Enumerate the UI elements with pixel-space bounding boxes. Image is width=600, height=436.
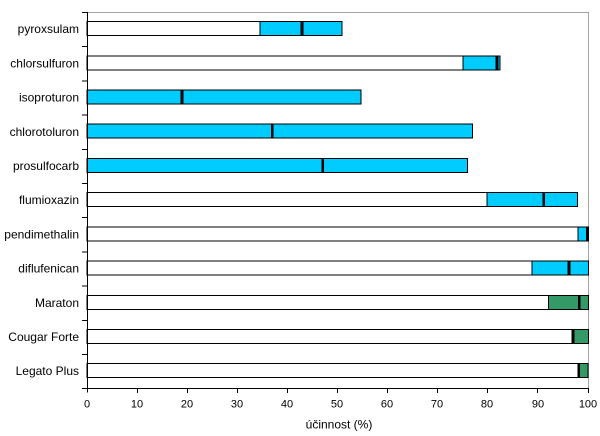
svg-text:účinnost (%): účinnost (%) xyxy=(306,418,373,432)
svg-text:pendimethalin: pendimethalin xyxy=(4,227,79,241)
svg-text:Legato Plus: Legato Plus xyxy=(16,364,79,378)
svg-text:70: 70 xyxy=(431,399,443,411)
svg-text:isoproturon: isoproturon xyxy=(19,91,79,105)
svg-text:100: 100 xyxy=(579,399,597,411)
svg-text:diflufenican: diflufenican xyxy=(18,262,79,276)
svg-text:Maraton: Maraton xyxy=(35,296,79,310)
svg-text:flumioxazin: flumioxazin xyxy=(19,193,79,207)
svg-text:90: 90 xyxy=(532,399,544,411)
svg-text:20: 20 xyxy=(181,399,193,411)
svg-text:prosulfocarb: prosulfocarb xyxy=(13,159,79,173)
svg-text:chlorotoluron: chlorotoluron xyxy=(10,125,79,139)
svg-text:0: 0 xyxy=(84,399,90,411)
svg-text:80: 80 xyxy=(481,399,493,411)
svg-text:10: 10 xyxy=(131,399,143,411)
svg-text:pyroxsulam: pyroxsulam xyxy=(18,22,79,36)
svg-text:chlorsulfuron: chlorsulfuron xyxy=(10,56,79,70)
svg-text:Cougar Forte: Cougar Forte xyxy=(8,330,79,344)
svg-text:40: 40 xyxy=(281,399,293,411)
svg-text:30: 30 xyxy=(231,399,243,411)
svg-text:50: 50 xyxy=(331,399,343,411)
svg-text:60: 60 xyxy=(381,399,393,411)
